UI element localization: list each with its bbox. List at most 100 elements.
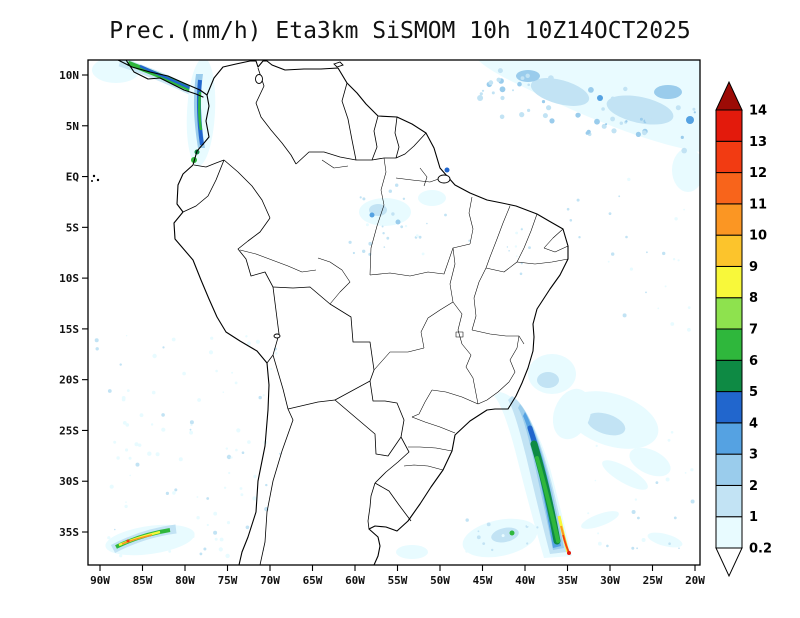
precip-speckle [382, 232, 385, 235]
precip-speckle [646, 251, 648, 254]
state-border [321, 159, 349, 169]
precip-shading [92, 60, 700, 559]
precip-speckle [129, 474, 131, 477]
colorbar-segment [715, 359, 743, 393]
y-axis-label: 15S [59, 323, 79, 336]
precip-speckle [484, 540, 488, 544]
precip-speckle [95, 347, 99, 351]
precip-band-core [567, 551, 571, 555]
precip-speckle [585, 131, 589, 135]
state-border [369, 247, 454, 277]
colorbar-tick-label: 13 [749, 135, 767, 150]
x-axis-label: 40W [515, 574, 535, 587]
precip-speckle [231, 371, 234, 374]
precip-patch [602, 460, 648, 490]
precip-speckle [359, 196, 362, 199]
country-border [374, 482, 412, 522]
precip-speckle [645, 117, 651, 124]
precip-speckle [126, 389, 130, 392]
precip-speckle [228, 471, 231, 475]
precip-speckle [587, 512, 590, 515]
colorbar-tick-label: 11 [749, 197, 767, 212]
precip-speckle [134, 442, 139, 447]
precip-speckle [258, 395, 262, 400]
precip-speckle [588, 87, 594, 93]
precip-speckle [601, 123, 607, 129]
country-border [259, 408, 294, 565]
precip-speckle [618, 195, 621, 198]
precip-speckle [107, 536, 111, 540]
precip-speckle [210, 336, 214, 340]
precip-speckle [664, 285, 667, 288]
precip-speckle [622, 313, 627, 318]
precip-speckle [595, 444, 598, 447]
x-axis-label: 30W [600, 574, 620, 587]
precip-band [535, 456, 560, 543]
precip-speckle [189, 428, 192, 431]
precip-speckle [520, 76, 525, 80]
precip-speckle [601, 107, 605, 111]
state-border [471, 329, 525, 345]
precip-speckle [536, 526, 539, 529]
colorbar-segment [715, 484, 743, 518]
precip-speckle [415, 234, 419, 238]
y-axis-label: 5N [66, 120, 79, 133]
precip-speckle [548, 75, 554, 82]
country-borders [182, 67, 427, 565]
country-border [272, 354, 289, 410]
precip-speckle [670, 431, 674, 434]
precip-speckle [255, 339, 260, 344]
precip-speckle [631, 456, 634, 459]
coastline-atlantic [206, 60, 569, 565]
precip-speckle [520, 547, 523, 550]
precip-speckle [678, 547, 680, 549]
precip-speckle [641, 538, 646, 542]
precip-speckle [223, 486, 227, 489]
precip-speckle [543, 545, 547, 549]
precip-speckle [124, 504, 128, 509]
x-axis: 90W 85W 80W 75W 70W 65W 60W 55W 50W 45W 40W 35W 30W 2… [90, 565, 705, 587]
precip-speckle [402, 197, 406, 200]
colorbar-segment [715, 203, 743, 236]
precip-speckle [625, 120, 628, 123]
precip-speckle [607, 260, 610, 263]
precip-speckle [667, 438, 671, 442]
precip-speckle [578, 236, 581, 239]
precip-speckle [155, 452, 160, 457]
precip-speckle [642, 130, 647, 136]
map-frame [87, 59, 701, 566]
precip-speckle [240, 493, 244, 497]
precip-patch [597, 95, 603, 101]
precip-speckle [497, 68, 503, 74]
precip-speckle [528, 246, 531, 250]
precip-speckle [644, 104, 649, 109]
state-border [411, 389, 433, 418]
precip-speckle [196, 516, 200, 520]
precip-speckle [675, 105, 681, 111]
islands-lakes [91, 61, 451, 339]
state-border [508, 335, 520, 383]
precip-speckle [526, 542, 529, 545]
country-border [272, 286, 375, 382]
state-border [468, 196, 474, 245]
precip-speckle [662, 461, 666, 465]
precip-speckle [241, 451, 245, 455]
precip-speckle [218, 547, 223, 552]
precip-speckle [631, 510, 636, 514]
precip-patch [369, 212, 375, 218]
country-border [272, 286, 280, 356]
precip-speckle [477, 530, 480, 533]
precip-speckle [213, 530, 218, 535]
precip-streak [126, 539, 130, 543]
precip-speckle [499, 86, 506, 93]
precip-speckle [114, 528, 116, 531]
precip-speckle [468, 239, 471, 242]
country-border [374, 436, 410, 484]
state-border [485, 205, 511, 269]
state-border [477, 381, 510, 405]
precip-speckle [541, 100, 546, 104]
precip-speckle [496, 77, 501, 83]
precip-speckle [139, 413, 144, 418]
